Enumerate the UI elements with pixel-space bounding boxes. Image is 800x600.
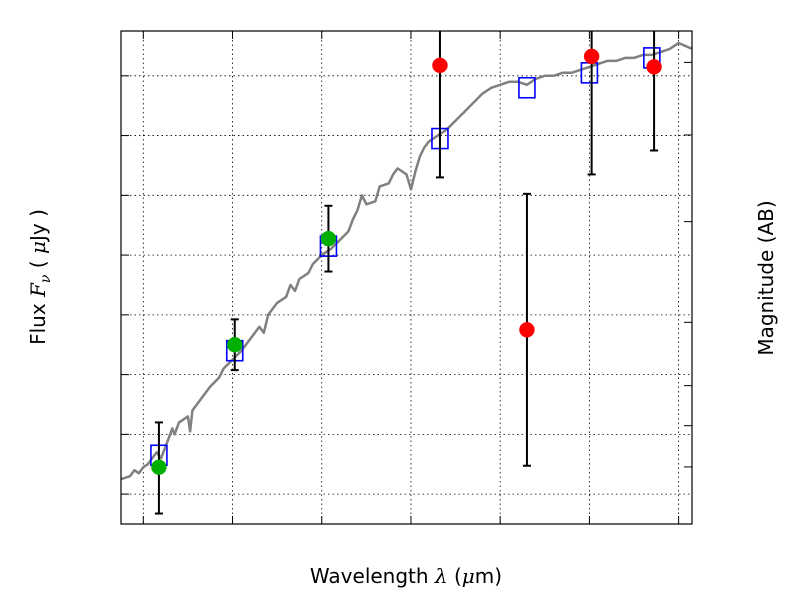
plot-area bbox=[121, 31, 692, 515]
y-axis-title-prefix: Flux bbox=[26, 297, 50, 345]
x-axis-title: Wavelength λ (μm) bbox=[310, 564, 502, 588]
plot-frame bbox=[120, 30, 693, 525]
y-axis-title: Flux Fν ( μJy ) bbox=[26, 209, 54, 345]
x-axis-unit-mu: μ bbox=[462, 564, 475, 588]
axis-ticks bbox=[121, 31, 692, 524]
model-photometry-square bbox=[518, 76, 536, 99]
right-axis-title: Magnitude (AB) bbox=[754, 200, 778, 355]
data-point bbox=[519, 322, 535, 338]
data-point bbox=[583, 48, 600, 65]
data-point bbox=[646, 59, 662, 75]
x-axis-title-mid: ( bbox=[448, 564, 462, 588]
y-axis-var-subscript: ν bbox=[38, 274, 54, 283]
data-point bbox=[227, 336, 243, 353]
y-axis-unit: Jy ) bbox=[26, 209, 50, 243]
data-point bbox=[432, 57, 448, 74]
data-point bbox=[151, 459, 167, 475]
data-point bbox=[320, 230, 337, 247]
x-axis-unit: m) bbox=[475, 564, 502, 588]
x-axis-lambda: λ bbox=[434, 564, 448, 588]
y-axis-var: F bbox=[26, 282, 50, 298]
grid-lines bbox=[121, 31, 692, 524]
model-spectrum-line bbox=[121, 41, 692, 481]
y-axis-title-mid: ( bbox=[26, 254, 50, 275]
x-axis-title-prefix: Wavelength bbox=[310, 564, 435, 588]
y-axis-unit-mu: μ bbox=[26, 241, 50, 254]
